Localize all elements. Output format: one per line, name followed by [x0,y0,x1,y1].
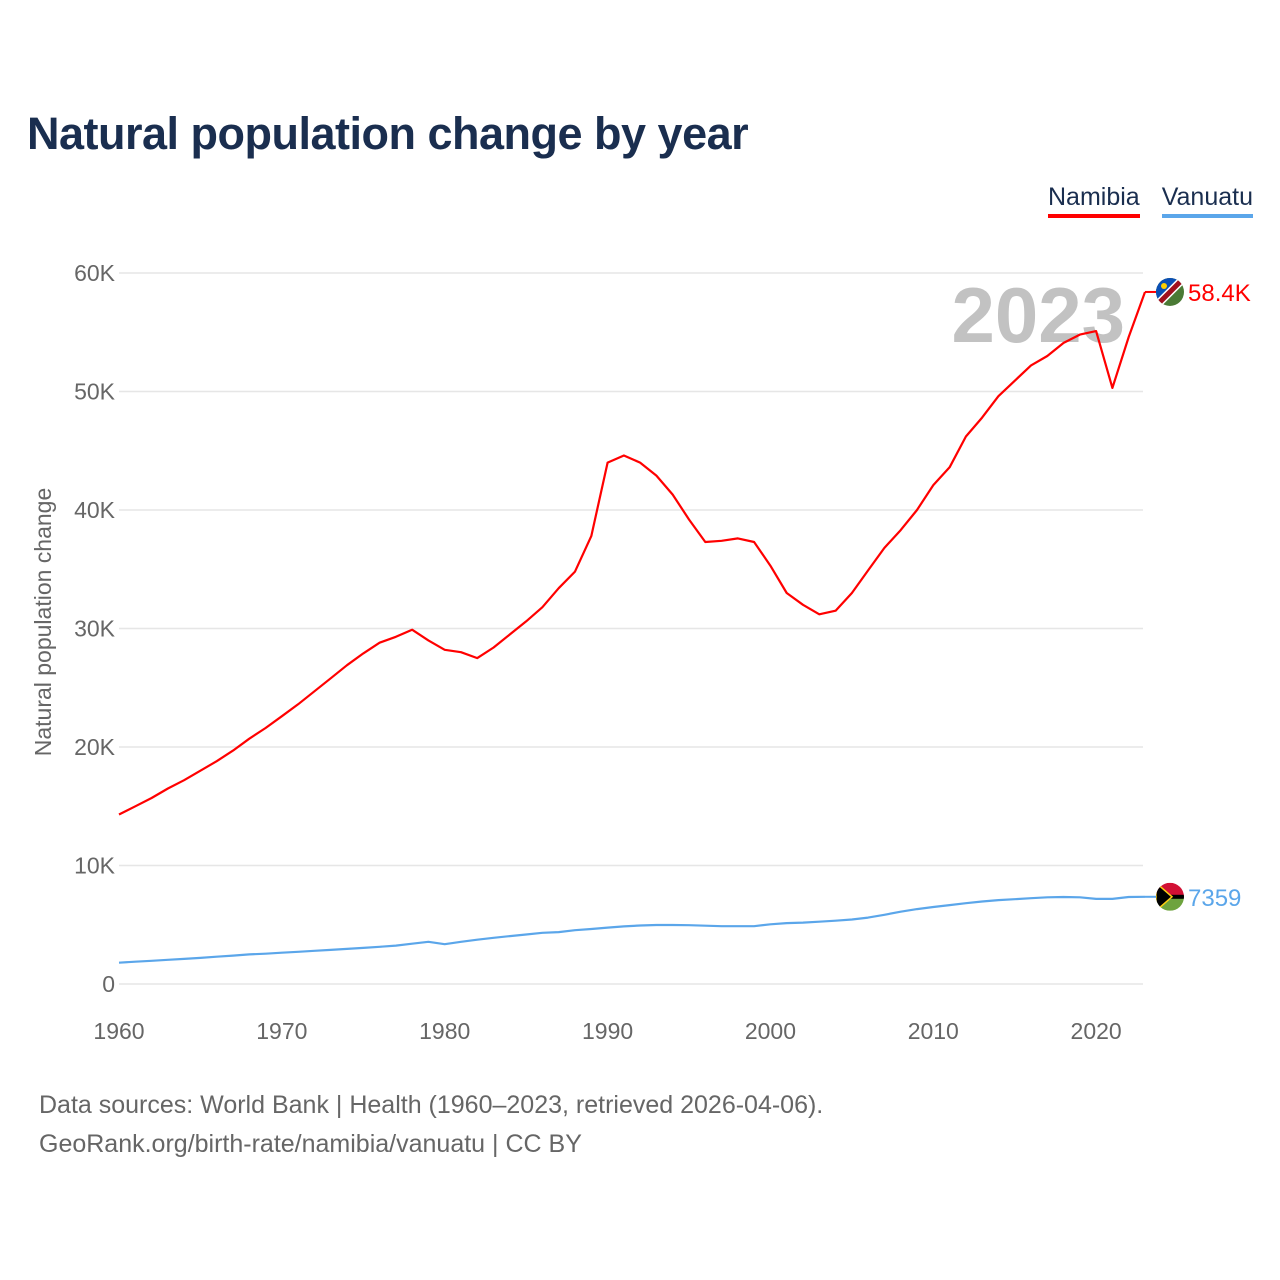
x-tick-label: 2000 [745,1018,796,1044]
series-lines [118,291,1147,964]
legend-item-namibia[interactable]: Namibia [1048,183,1140,218]
namibia-flag-icon [1156,277,1184,306]
legend-item-vanuatu[interactable]: Vanuatu [1161,183,1253,218]
flag-sun [1161,282,1167,289]
vanuatu-flag-icon [1156,882,1184,911]
line-namibia [118,291,1147,816]
year-watermark: 2023 [951,271,1125,359]
y-tick-label: 10K [74,853,116,879]
source-note: Data sources: World Bank | Health (1960–… [39,1086,823,1164]
y-axis-ticks: 0 10K 20K 30K 40K 50K 60K [74,260,116,997]
y-tick-label: 50K [74,379,116,405]
source-line-1: Data sources: World Bank | Health (1960–… [39,1091,824,1119]
y-tick-label: 0 [102,971,115,997]
y-tick-label: 60K [74,260,116,286]
y-axis-label: Natural population change [30,488,56,757]
y-tick-label: 30K [74,616,116,642]
x-tick-label: 1980 [419,1018,470,1044]
flag-red-band [1156,277,1184,306]
x-tick-label: 2010 [908,1018,959,1044]
legend: Namibia Vanuatu [1048,183,1253,218]
flag-triangle [1156,882,1174,911]
y-tick-label: 40K [74,497,116,523]
x-tick-label: 2020 [1071,1018,1122,1044]
y-tick-label: 20K [74,734,116,760]
x-tick-label: 1960 [93,1018,144,1044]
source-line-2[interactable]: GeoRank.org/birth-rate/namibia/vanuatu |… [39,1130,582,1158]
end-value-label: 58.4K [1188,280,1251,307]
flag-shapes [1156,882,1184,911]
x-tick-label: 1990 [582,1018,633,1044]
line-vanuatu [118,895,1146,964]
end-value-label: 7359 [1188,885,1241,912]
flag-shapes [1156,277,1184,306]
series-end-labels: 58.4K 7359 [1145,277,1251,912]
gridlines [119,272,1143,985]
x-tick-label: 1970 [256,1018,307,1044]
chart-title: Natural population change by year [27,108,749,159]
x-axis-ticks: 1960 1970 1980 1990 2000 2010 2020 [93,1018,1121,1044]
